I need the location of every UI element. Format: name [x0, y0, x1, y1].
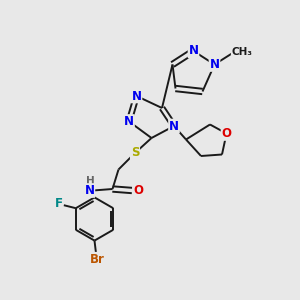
Text: N: N [124, 115, 134, 128]
Text: N: N [84, 184, 94, 197]
Text: O: O [133, 184, 143, 197]
Text: S: S [131, 146, 139, 160]
Text: F: F [54, 197, 62, 210]
Text: Br: Br [90, 253, 105, 266]
Text: N: N [188, 44, 199, 58]
Text: O: O [221, 127, 232, 140]
Text: N: N [169, 119, 179, 133]
Text: H: H [85, 176, 94, 187]
Text: N: N [209, 58, 220, 71]
Text: N: N [131, 89, 142, 103]
Text: CH₃: CH₃ [232, 46, 253, 57]
